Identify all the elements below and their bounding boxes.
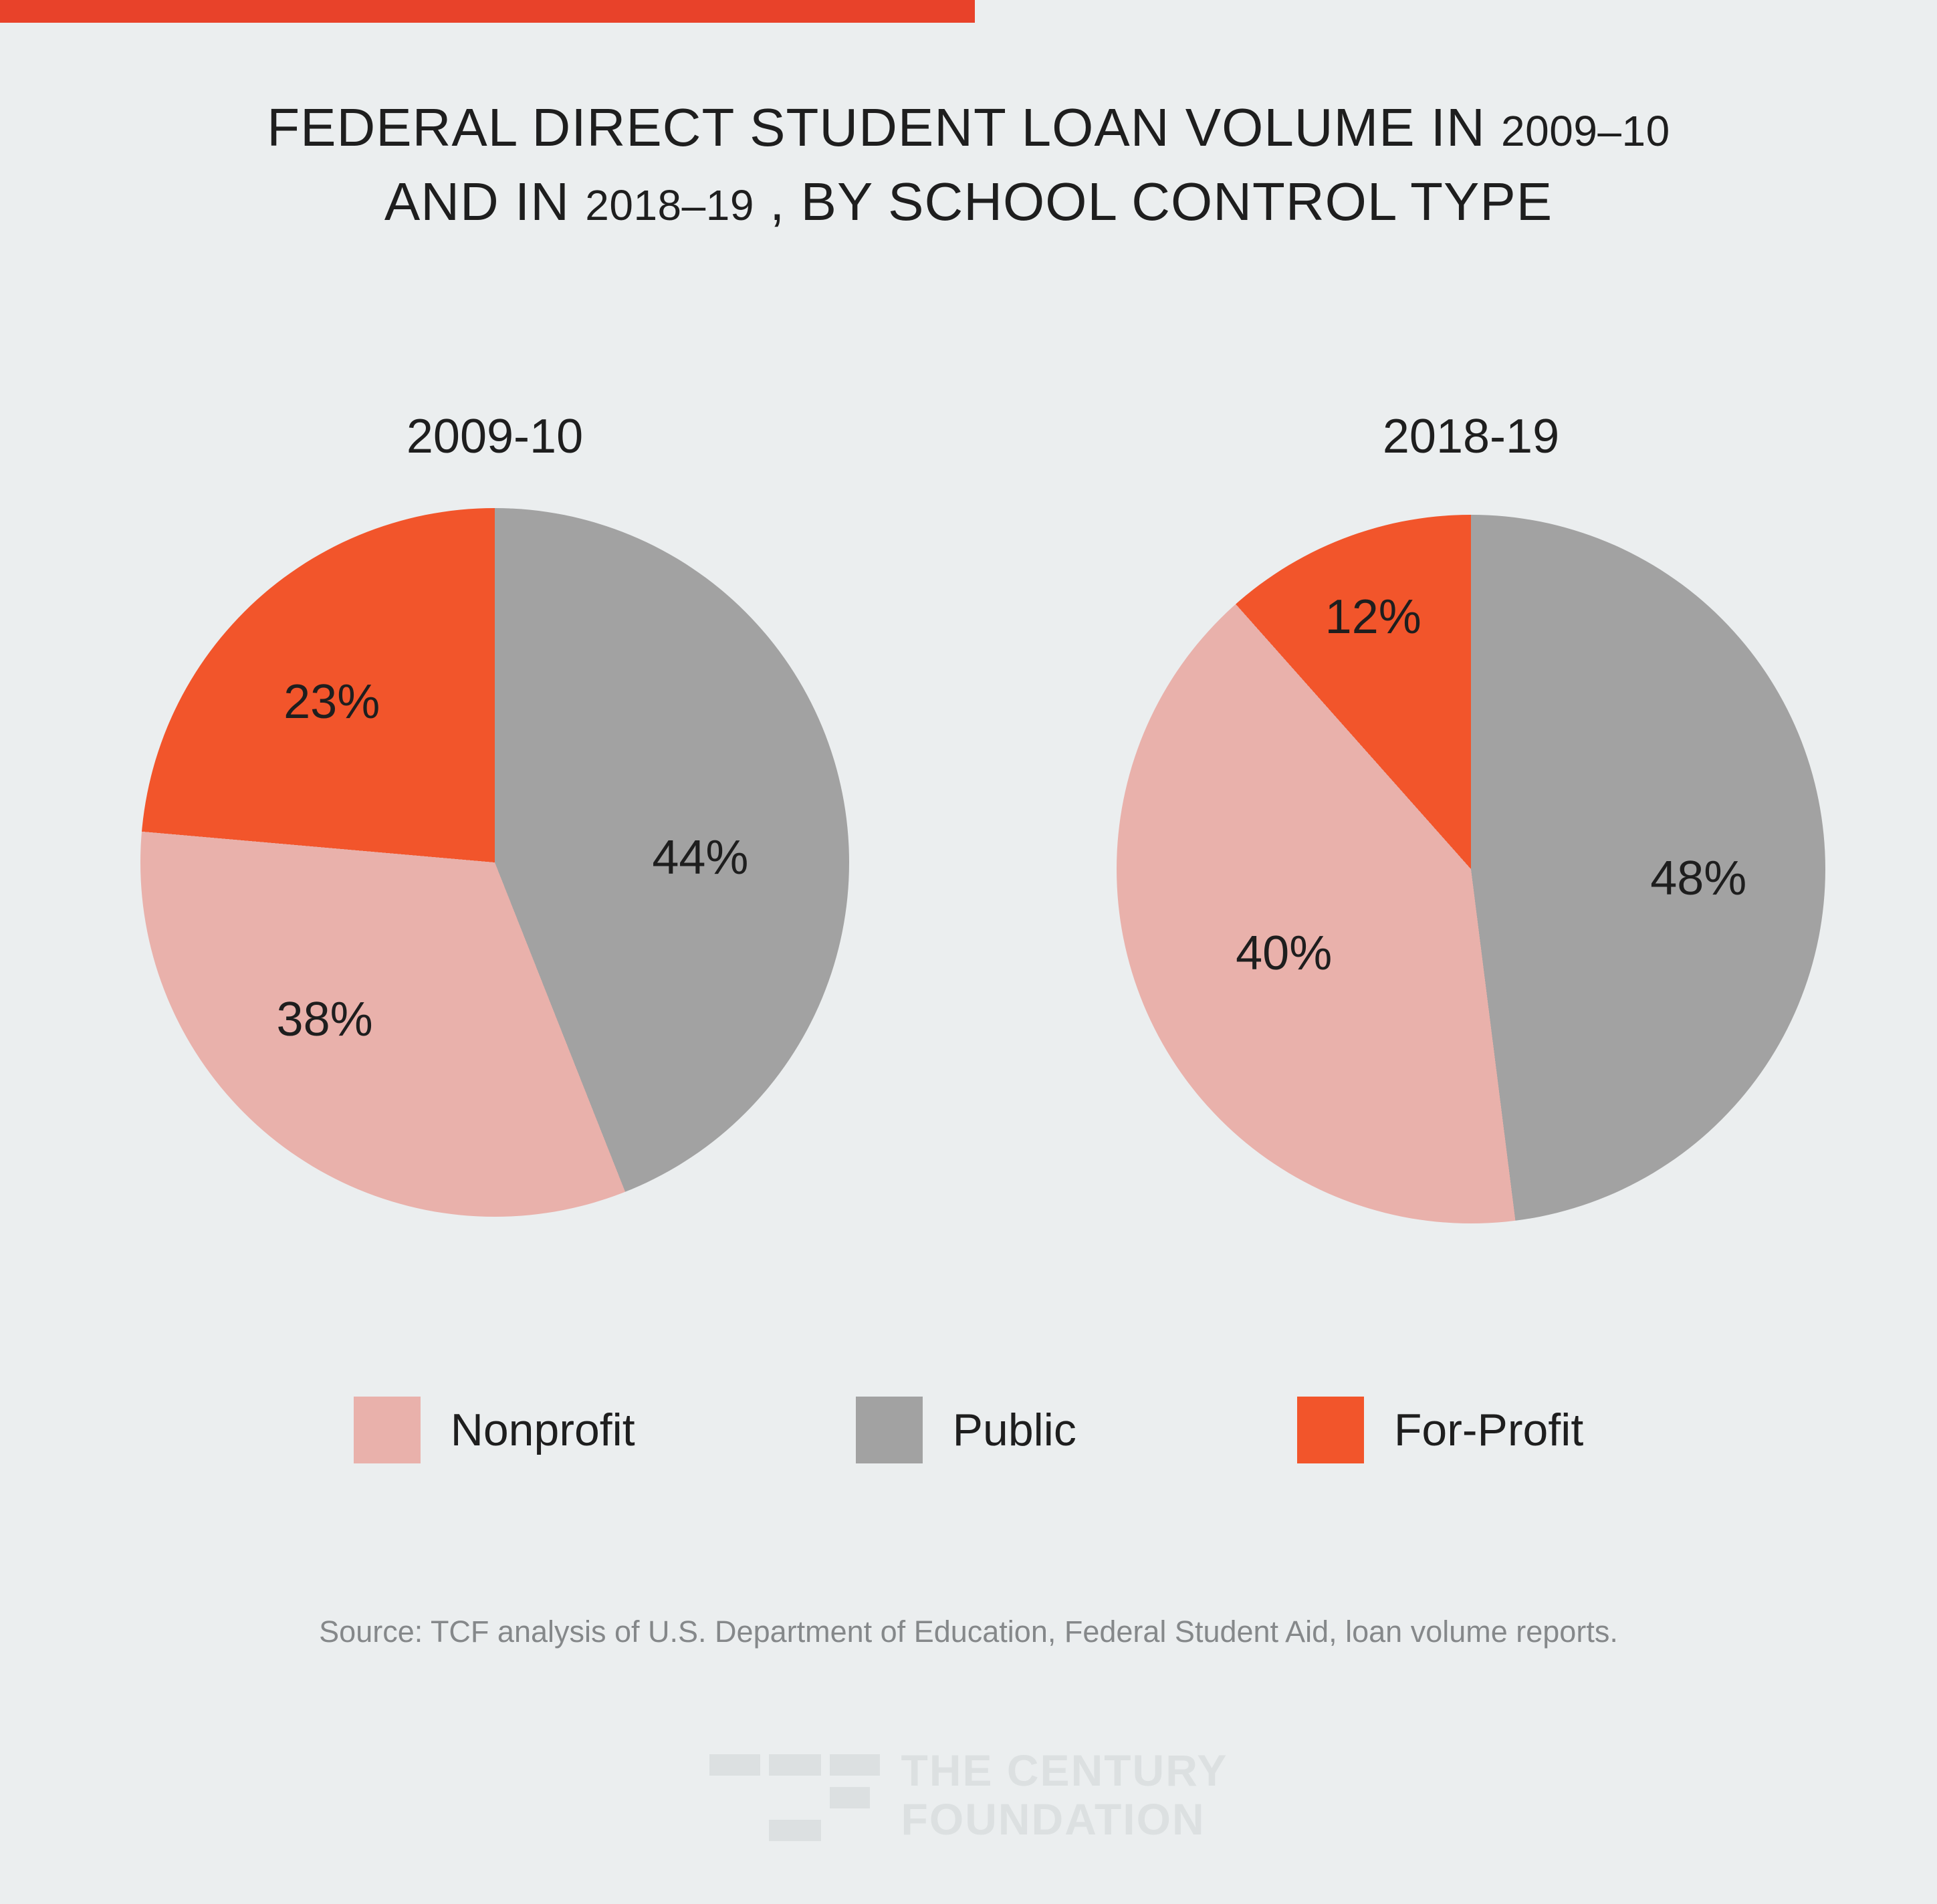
chart-title: FEDERAL DIRECT STUDENT LOAN VOLUME IN 20… xyxy=(0,92,1937,241)
tcf-logo-wordmark: THE CENTURY FOUNDATION xyxy=(901,1746,1228,1844)
logo-line2: FOUNDATION xyxy=(901,1794,1206,1844)
title-line2-suffix: , BY SCHOOL CONTROL TYPE xyxy=(754,172,1553,231)
pie-2018-public-value-label: 48% xyxy=(1650,851,1747,905)
legend-label-nonprofit: Nonprofit xyxy=(450,1405,635,1455)
legend-item-forprofit: For-Profit xyxy=(1296,1397,1584,1463)
logo-bar xyxy=(829,1787,870,1808)
pie-chart-2018-19: 48% 40% 12% xyxy=(1117,515,1825,1223)
legend-swatch-forprofit xyxy=(1296,1397,1364,1463)
legend-item-public: Public xyxy=(855,1397,1076,1463)
legend-swatch-public xyxy=(855,1397,923,1463)
pie-2018-forprofit-value-label: 12% xyxy=(1325,590,1421,644)
title-line1-text: FEDERAL DIRECT STUDENT LOAN VOLUME IN xyxy=(267,98,1502,157)
chart-title-line2: AND IN 2018–19 , BY SCHOOL CONTROL TYPE xyxy=(0,166,1937,241)
pie-2009-nonprofit-value-label: 38% xyxy=(276,993,373,1047)
logo-bar xyxy=(768,1820,821,1841)
legend-item-nonprofit: Nonprofit xyxy=(353,1397,635,1463)
pie-2018-nonprofit-value-label: 40% xyxy=(1236,927,1333,981)
source-note: Source: TCF analysis of U.S. Department … xyxy=(319,1615,1618,1649)
pie-2009-forprofit-value-label: 23% xyxy=(283,675,380,729)
accent-top-bar xyxy=(0,0,975,23)
logo-bar xyxy=(829,1754,880,1776)
title-line2-prefix: AND IN xyxy=(384,172,586,231)
pie-2009-public-value-label: 44% xyxy=(652,830,749,884)
logo-bar xyxy=(709,1754,760,1776)
legend-swatch-nonprofit xyxy=(353,1397,421,1463)
pie-2018-year-label: 2018-19 xyxy=(1382,410,1560,463)
pie-2009-year-label: 2009-10 xyxy=(406,410,584,463)
title-line1-years: 2009–10 xyxy=(1501,107,1670,155)
tcf-logo-mark-icon xyxy=(709,1754,880,1842)
logo-bar xyxy=(768,1754,821,1776)
legend: Nonprofit Public For-Profit xyxy=(0,1397,1937,1463)
logo-line1: THE CENTURY xyxy=(901,1746,1228,1795)
chart-title-line1: FEDERAL DIRECT STUDENT LOAN VOLUME IN 20… xyxy=(0,92,1937,166)
tcf-logo: THE CENTURY FOUNDATION xyxy=(0,1746,1937,1844)
title-line2-years: 2018–19 xyxy=(585,181,754,229)
legend-label-forprofit: For-Profit xyxy=(1393,1405,1584,1455)
legend-label-public: Public xyxy=(952,1405,1076,1455)
pie-chart-2009-10: 44% 38% 23% xyxy=(140,508,849,1217)
